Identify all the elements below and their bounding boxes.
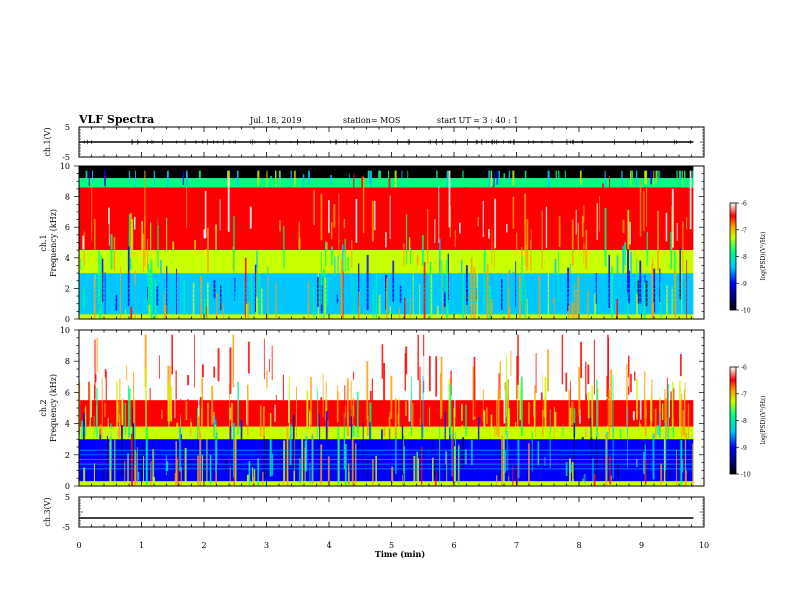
y-tick-label: 2	[65, 284, 70, 293]
ch1-colorbar-label: log(PSD)(V²/Hz)	[760, 232, 767, 281]
colorbar-tick-label: -10	[741, 308, 751, 315]
ch2-spectrogram-streaks	[78, 334, 694, 486]
x-tick-label: 1	[139, 541, 144, 550]
ch2-colorbar-gradient	[729, 366, 737, 475]
colorbar-tick-label: -7	[741, 227, 747, 234]
spectrogram-band	[79, 250, 694, 274]
ch2-spectrogram-ytick-labels: 0 2 4 6 8 10	[60, 326, 70, 491]
y-tick-label: 10	[60, 326, 70, 335]
colorbar-tick-label: -7	[741, 391, 747, 398]
y-tick-label: 0	[65, 482, 70, 491]
y-tick-label: 6	[65, 223, 70, 232]
start-time-label: start UT = 3 : 40 : 1	[437, 116, 518, 125]
ch1-colorbar-ticks: -6 -7 -8 -9 -10	[736, 201, 751, 315]
ch2-spectrogram-panel: 0 2 4 6 8 10 ch.2 Frequency (kHz)	[39, 326, 705, 491]
ch2-colorbar-label: log(PSD)(V²/Hz)	[760, 396, 767, 445]
ch1-waveform-series	[79, 126, 704, 158]
date-label: Jul. 18, 2019	[249, 116, 302, 125]
ch1-spectrogram-ticks	[74, 165, 705, 320]
figure-title: VLF Spectra	[78, 113, 154, 126]
station-label: station= MOS	[343, 116, 400, 125]
y-tick-label: 8	[65, 193, 70, 202]
ch2-colorbar: -6 -7 -8 -9 -10 log(PSD)(V²/Hz)	[729, 365, 767, 479]
x-tick-label: 9	[639, 541, 644, 550]
ch1-ytick-bottom: -5	[62, 153, 70, 162]
y-tick-label: 10	[60, 162, 70, 171]
ch2-colorbar-ticks: -6 -7 -8 -9 -10	[736, 365, 751, 479]
ch1-ytick-top: 5	[65, 123, 70, 132]
ch3-ylabel: ch.3(V)	[43, 497, 52, 526]
colorbar-tick-label: -10	[741, 472, 751, 479]
colorbar-tick-label: -8	[741, 254, 747, 261]
ch3-waveform-ticks	[78, 497, 705, 527]
y-tick-label: 8	[65, 357, 70, 366]
spectrogram-band	[79, 426, 694, 440]
ch1-ylabel: ch.1(V)	[43, 127, 52, 156]
x-tick-label: 7	[514, 541, 519, 550]
ch3-ytick-bottom: -5	[62, 523, 70, 532]
colorbar-tick-label: -6	[741, 365, 747, 372]
x-tick-label: 8	[576, 541, 581, 550]
ch1-spectrogram-ytick-labels: 0 2 4 6 8 10	[60, 162, 70, 324]
colorbar-tick-label: -6	[741, 201, 747, 208]
y-tick-label: 6	[65, 388, 70, 397]
ch1-waveform-ticks	[78, 127, 705, 157]
spectrogram-band	[79, 439, 694, 482]
ch1-spectrogram-streaks	[79, 170, 694, 319]
x-tick-label: 4	[326, 541, 331, 550]
y-tick-label: 0	[65, 315, 70, 324]
ch2-ylabel-channel: ch.2	[39, 399, 48, 416]
y-tick-label: 4	[65, 254, 70, 263]
y-tick-label: 2	[65, 451, 70, 460]
ch1-colorbar: -6 -7 -8 -9 -10 log(PSD)(V²/Hz)	[729, 201, 767, 315]
colorbar-tick-label: -9	[741, 445, 747, 452]
x-tick-label: 10	[699, 541, 709, 550]
x-axis-label: Time (min)	[375, 549, 425, 559]
spectrogram-band	[79, 178, 694, 188]
ch3-waveform-series	[79, 496, 704, 528]
spectrogram-band	[79, 166, 694, 179]
ch1-ylabel-frequency: Frequency (kHz)	[49, 209, 58, 277]
x-tick-label: 6	[451, 541, 456, 550]
x-axis-tick-labels: 0 1 2 3 4 5 6 7 8 9 10	[76, 541, 709, 550]
colorbar-tick-label: -8	[741, 418, 747, 425]
x-tick-label: 2	[201, 541, 206, 550]
x-tick-label: 5	[389, 541, 394, 550]
ch1-colorbar-gradient	[729, 202, 737, 311]
spectrogram-band	[79, 481, 694, 486]
ch2-ylabel-frequency: Frequency (kHz)	[49, 374, 58, 442]
ch3-ytick-top: 5	[65, 493, 70, 502]
ch2-spectrogram-ticks	[74, 329, 705, 487]
ch1-ylabel-channel: ch.1	[39, 234, 48, 251]
ch3-waveform-panel: 5 -5 ch.3(V)	[43, 493, 705, 532]
colorbar-tick-label: -9	[741, 281, 747, 288]
x-tick-label: 3	[264, 541, 269, 550]
ch1-waveform-panel: 5 -5 ch.1(V)	[43, 123, 705, 162]
spectrogram-band	[79, 314, 694, 319]
ch1-spectrogram-panel: 0 2 4 6 8 10 ch.1 Frequency (kHz)	[39, 162, 705, 324]
x-tick-label: 0	[76, 541, 81, 550]
y-tick-label: 4	[65, 420, 70, 429]
